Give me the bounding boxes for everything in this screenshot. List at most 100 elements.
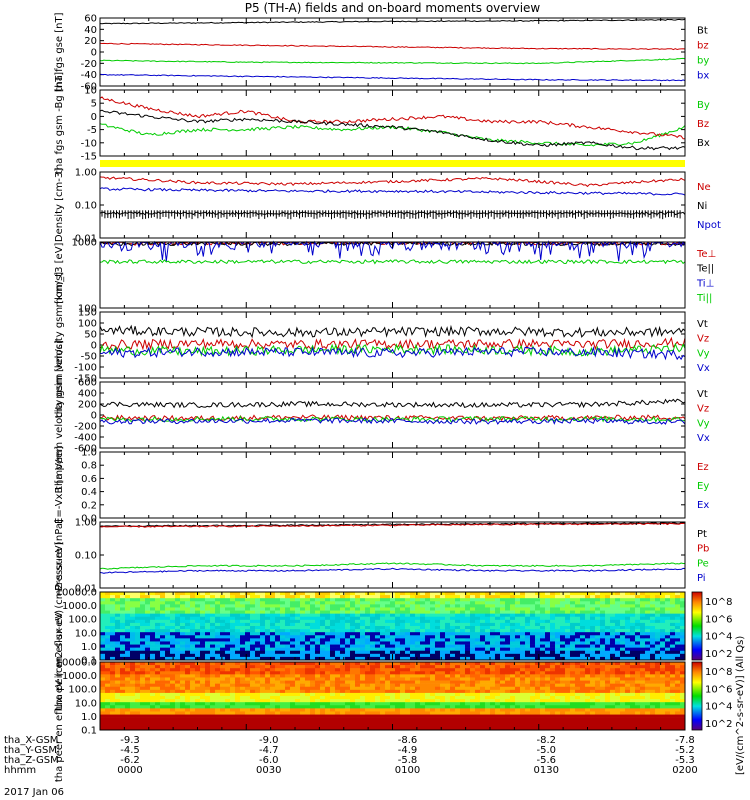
spectro-cell [370, 610, 376, 614]
spectro-cell [215, 650, 221, 655]
spectro-cell [455, 619, 461, 624]
spectro-cell [125, 708, 131, 712]
spectro-cell [135, 641, 141, 645]
spectro-cell [240, 638, 246, 642]
spectro-cell [555, 616, 561, 621]
spectro-cell [440, 662, 446, 666]
spectro-cell [160, 726, 166, 731]
spectro-cell [665, 619, 671, 624]
spectro-cell [360, 653, 366, 658]
spectro-cell [505, 601, 511, 605]
spectro-cell [120, 705, 126, 709]
spectro-cell [395, 726, 401, 731]
spectro-cell [635, 598, 641, 602]
spectro-cell [405, 720, 411, 725]
spectro-cell [430, 598, 436, 602]
spectro-cell [560, 635, 566, 639]
spectro-cell [440, 644, 446, 648]
spectro-cell [105, 699, 111, 703]
spectro-cell [660, 610, 666, 614]
spectro-cell [190, 632, 196, 636]
spectro-cell [610, 635, 616, 639]
spectro-cell [285, 635, 291, 639]
spectro-cell [220, 665, 226, 669]
spectro-cell [125, 592, 131, 596]
spectro-cell [435, 601, 441, 605]
spectro-cell [405, 622, 411, 627]
spectro-cell [210, 674, 216, 678]
spectro-cell [385, 714, 391, 718]
spectro-cell [370, 650, 376, 655]
spectro-cell [340, 613, 346, 618]
spectro-cell [200, 656, 206, 661]
spectro-cell [290, 607, 296, 611]
spectro-cell [175, 626, 181, 630]
spectro-cell [540, 626, 546, 630]
spectro-cell [260, 717, 266, 722]
spectro-cell [335, 686, 341, 691]
spectro-cell [395, 717, 401, 722]
spectro-cell [665, 641, 671, 645]
spectro-cell [335, 689, 341, 694]
spectro-cell [440, 656, 446, 661]
spectro-cell [175, 595, 181, 599]
spectro-cell [105, 610, 111, 614]
spectro-cell [100, 656, 106, 661]
spectro-cell [295, 604, 301, 608]
spectro-cell [310, 668, 316, 672]
spectro-cell [425, 723, 431, 728]
spectro-cell [415, 619, 421, 624]
spectro-cell [255, 604, 261, 608]
spectro-cell [275, 598, 281, 602]
spectro-cell [590, 653, 596, 658]
spectro-cell [225, 613, 231, 618]
spectro-cell [455, 650, 461, 655]
spectro-cell [620, 653, 626, 658]
spectro-cell [155, 699, 161, 703]
spectro-cell [240, 692, 246, 697]
spectro-cell [665, 632, 671, 636]
spectro-cell [625, 641, 631, 645]
spectro-cell [615, 647, 621, 652]
spectro-cell [400, 683, 406, 688]
spectro-cell [160, 702, 166, 706]
spectro-cell [645, 650, 651, 655]
spectro-cell [215, 702, 221, 706]
spectro-cell [125, 668, 131, 672]
spectro-cell [260, 598, 266, 602]
spectro-cell [140, 689, 146, 694]
spectro-cell [260, 702, 266, 706]
spectro-cell [280, 696, 286, 700]
spectro-cell [215, 677, 221, 681]
spectro-cell [415, 595, 421, 599]
spectro-cell [525, 641, 531, 645]
spectro-cell [665, 598, 671, 602]
spectro-cell [495, 635, 501, 639]
series-line-Pe [99, 562, 685, 570]
legend-Npot: Npot [697, 220, 721, 231]
spectro-cell [255, 613, 261, 618]
spectro-cell [270, 711, 276, 715]
spectro-cell [225, 653, 231, 658]
spectro-cell [170, 692, 176, 697]
spectro-cell [100, 619, 106, 624]
spectro-cell [305, 656, 311, 661]
spectro-cell [335, 714, 341, 718]
spectro-cell [410, 647, 416, 652]
spectro-cell [535, 607, 541, 611]
spectro-cell [345, 629, 351, 633]
spectro-cell [245, 613, 251, 618]
spectro-cell [315, 595, 321, 599]
spectro-cell [420, 683, 426, 688]
spectro-cell [360, 668, 366, 672]
spectro-cell [445, 641, 451, 645]
spectro-cell [210, 665, 216, 669]
spectro-cell [640, 647, 646, 652]
spectro-cell [440, 720, 446, 725]
spectro-cell [160, 674, 166, 678]
spectro-cell [110, 717, 116, 722]
spectro-cell [140, 717, 146, 722]
spectro-cell [305, 680, 311, 684]
spectro-cell [345, 686, 351, 691]
legend-Vx: Vx [697, 363, 710, 374]
